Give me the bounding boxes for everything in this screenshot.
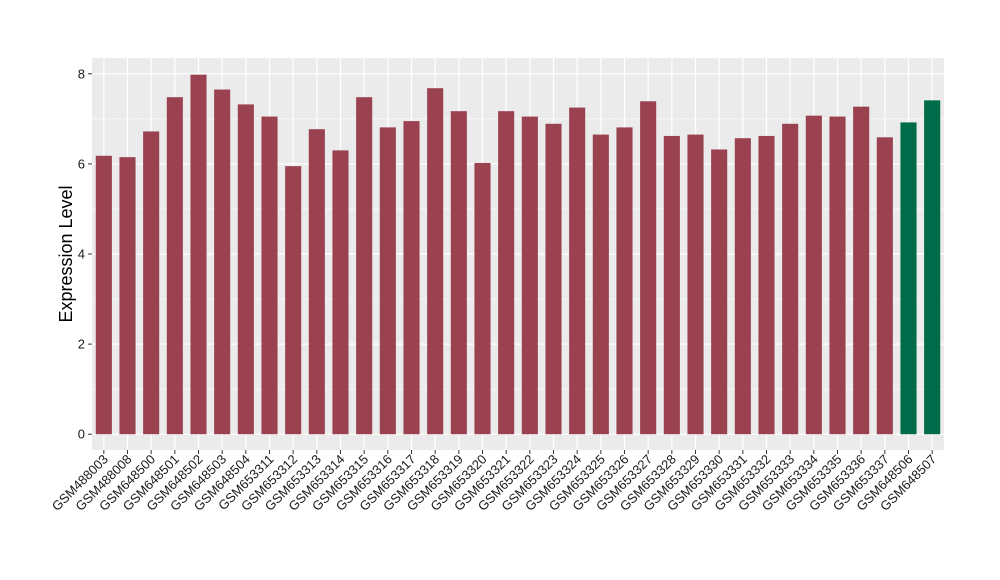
bar-GSM653325 <box>592 134 609 435</box>
bar-GSM648504 <box>237 104 254 435</box>
bar-GSM653332 <box>758 135 775 435</box>
bar-GSM653324 <box>569 107 586 435</box>
bar-GSM648502 <box>190 74 207 435</box>
bar-GSM653331 <box>734 138 751 435</box>
bars <box>95 74 941 435</box>
bar-GSM648500 <box>143 131 160 435</box>
y-tick-label: 0 <box>78 427 85 442</box>
x-axis: GSM488003GSM488008GSM648500GSM648501GSM6… <box>49 450 939 514</box>
bar-GSM653317 <box>403 121 420 435</box>
bar-GSM653320 <box>474 162 491 435</box>
y-tick-label: 4 <box>78 247 85 262</box>
minor-gridlines <box>92 118 944 390</box>
bar-GSM648506 <box>900 122 917 435</box>
bar-GSM648501 <box>166 97 183 435</box>
y-tick-label: 8 <box>78 66 85 81</box>
bar-GSM648507 <box>924 100 941 435</box>
bar-GSM653314 <box>332 150 349 435</box>
bar-GSM653318 <box>427 88 444 435</box>
bar-GSM653323 <box>545 123 562 435</box>
bar-GSM488008 <box>119 157 136 435</box>
bar-GSM653336 <box>853 106 870 435</box>
y-axis-title: Expression Level <box>56 185 76 322</box>
y-tick-label: 6 <box>78 156 85 171</box>
bar-GSM488003 <box>95 155 112 435</box>
bar-GSM653334 <box>805 115 822 435</box>
bar-GSM648503 <box>214 89 231 435</box>
y-tick-label: 2 <box>78 337 85 352</box>
bar-GSM653312 <box>285 166 302 435</box>
y-axis: 0 2 4 6 8 <box>78 66 92 442</box>
bar-GSM653329 <box>687 134 704 435</box>
bar-GSM653328 <box>663 135 680 435</box>
bar-GSM653337 <box>876 137 893 435</box>
bar-GSM653322 <box>521 116 538 435</box>
bar-GSM653326 <box>616 127 633 435</box>
bar-GSM653311 <box>261 116 278 435</box>
bar-GSM653327 <box>640 101 657 435</box>
bar-GSM653330 <box>711 149 728 435</box>
bar-GSM653315 <box>356 97 373 435</box>
bar-GSM653321 <box>498 111 515 435</box>
bar-GSM653316 <box>379 127 396 435</box>
bar-GSM653335 <box>829 116 846 435</box>
bar-GSM653313 <box>308 129 325 435</box>
bar-GSM653319 <box>450 111 467 435</box>
bar-GSM653333 <box>782 123 799 435</box>
